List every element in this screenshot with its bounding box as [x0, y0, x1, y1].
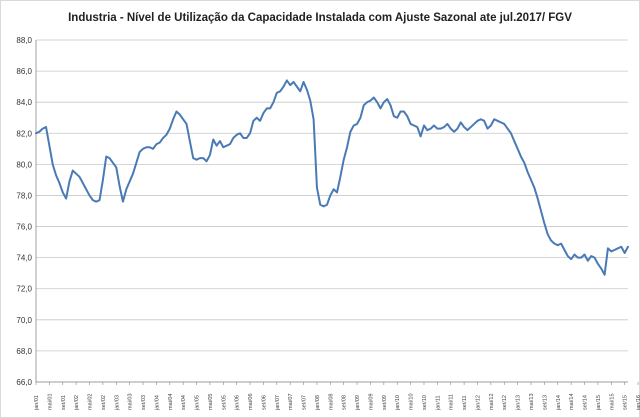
x-tick-label: set/06 [261, 395, 267, 410]
y-tick-label: 72,0 [16, 285, 32, 294]
x-tick-label: mai/12 [489, 393, 495, 410]
series-line [35, 79, 629, 276]
x-tick-label: mai/10 [409, 393, 415, 410]
series-layer [35, 79, 629, 276]
x-tick-label: set/09 [382, 395, 388, 410]
x-tick-label: jan/03 [114, 395, 120, 411]
x-tick-label: set/05 [221, 395, 227, 410]
gridlines [36, 39, 628, 383]
x-tick-label: mai/05 [208, 393, 214, 410]
x-tick-label: mai/08 [328, 393, 334, 410]
x-tick-label: mai/14 [569, 393, 575, 410]
x-tick-label: mai/03 [128, 393, 134, 410]
x-tick-label: set/11 [462, 395, 468, 410]
x-tick-label: jan/11 [435, 395, 441, 411]
x-axis-ticks: jan/01 mai/01 set/01 jan/02 mai/02 set/02 jan/… [34, 382, 640, 411]
y-tick-label: 76,0 [16, 223, 32, 232]
x-tick-label: set/13 [542, 395, 548, 410]
x-tick-label: set/07 [302, 395, 308, 410]
x-tick-label: jan/05 [195, 395, 201, 411]
x-tick-label: jan/07 [275, 395, 281, 411]
x-tick-label: mai/11 [449, 394, 455, 410]
y-tick-label: 66,0 [16, 378, 32, 387]
x-tick-label: set/14 [583, 395, 589, 410]
x-tick-label: jan/13 [516, 395, 522, 411]
x-tick-label: mai/02 [88, 393, 94, 410]
x-tick-label: set/04 [181, 395, 187, 410]
x-tick-label: jan/06 [235, 395, 241, 411]
chart-title: Industria - Nível de Utilização da Capac… [68, 12, 572, 24]
y-tick-label: 80,0 [16, 160, 32, 169]
x-tick-label: jan/02 [74, 395, 80, 411]
x-tick-label: jan/15 [596, 395, 602, 411]
x-tick-label: mai/06 [248, 393, 254, 410]
x-tick-label: jan/16 [636, 395, 640, 411]
x-tick-label: jan/04 [154, 395, 160, 411]
x-tick-label: mai/01 [47, 393, 53, 410]
x-tick-label: jan/08 [315, 395, 321, 411]
x-tick-label: jan/01 [34, 395, 40, 411]
x-tick-label: set/12 [502, 395, 508, 410]
axes [35, 40, 628, 383]
x-tick-label: jan/10 [395, 395, 401, 411]
y-axis-ticks: 66,0 68,0 70,0 72,0 74,0 76,0 78,0 80,0 82,0 84,0… [16, 36, 32, 387]
x-tick-label: set/03 [141, 395, 147, 410]
x-tick-label: jan/12 [475, 395, 481, 411]
y-tick-label: 70,0 [16, 316, 32, 325]
y-tick-label: 84,0 [16, 98, 32, 107]
x-tick-label: mai/07 [288, 393, 294, 410]
x-tick-label: mai/09 [368, 393, 374, 410]
x-tick-label: set/01 [61, 395, 67, 410]
y-tick-label: 68,0 [16, 347, 32, 356]
x-tick-label: mai/04 [168, 393, 174, 410]
x-tick-label: mai/15 [609, 393, 615, 410]
y-tick-label: 88,0 [16, 36, 32, 45]
x-tick-label: set/15 [623, 395, 629, 410]
x-tick-label: set/08 [342, 395, 348, 410]
x-tick-label: set/02 [101, 395, 107, 410]
y-tick-label: 78,0 [16, 191, 32, 200]
x-tick-label: jan/09 [355, 395, 361, 411]
y-tick-label: 74,0 [16, 254, 32, 263]
y-tick-label: 86,0 [16, 67, 32, 76]
x-tick-label: set/10 [422, 395, 428, 410]
x-tick-label: mai/13 [529, 393, 535, 410]
x-tick-label: jan/14 [556, 395, 562, 411]
y-tick-label: 82,0 [16, 129, 32, 138]
